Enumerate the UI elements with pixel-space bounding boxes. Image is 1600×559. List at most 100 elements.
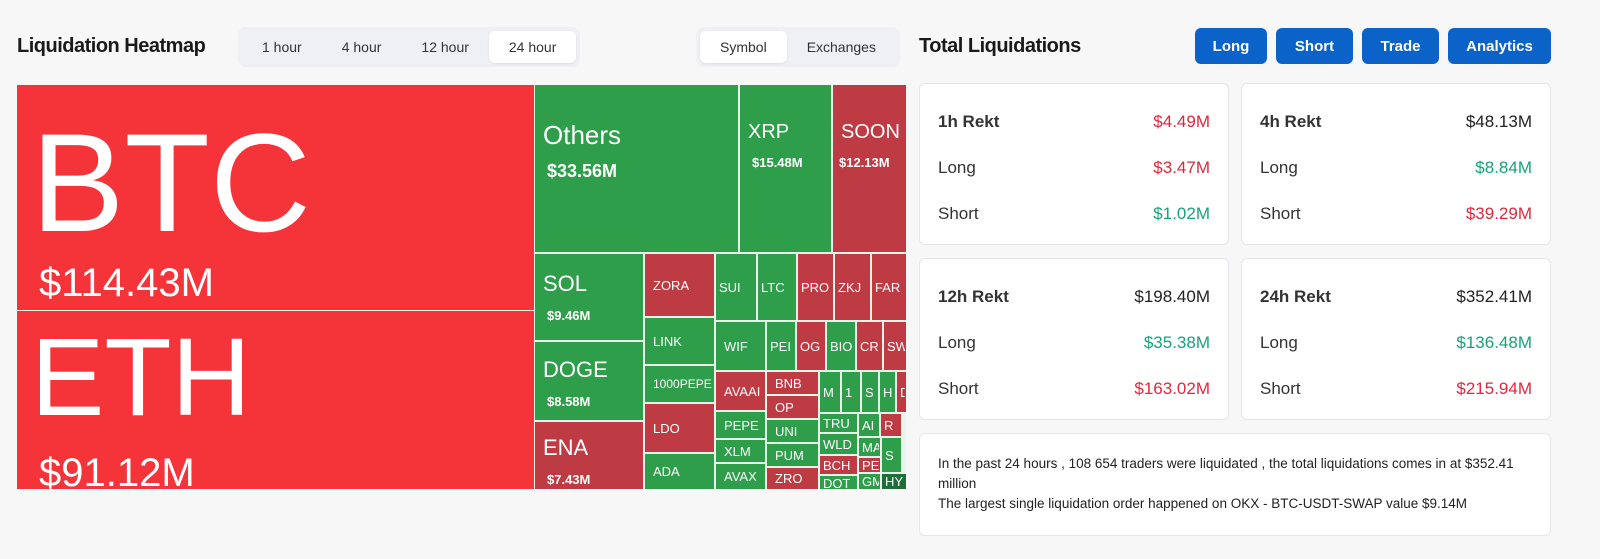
heatmap-tile-mag[interactable]: MAG (859, 438, 880, 456)
heatmap-tile-pum[interactable]: PUM (767, 444, 818, 466)
tile-symbol: ZORA (653, 279, 690, 292)
heatmap-tile-sui[interactable]: SUI (716, 254, 756, 320)
tab-1-hour[interactable]: 1 hour (262, 39, 302, 55)
heatmap-tile-cr[interactable]: CR (857, 322, 882, 370)
tile-symbol: OG (800, 340, 821, 353)
tile-symbol: AVAAI (724, 385, 761, 398)
row-value: $8.84M (1475, 158, 1532, 177)
tile-symbol: OP (775, 401, 794, 414)
heatmap-tile-ltc[interactable]: LTC (758, 254, 796, 320)
tile-symbol: SUI (719, 281, 741, 294)
tile-symbol: ADA (653, 465, 680, 478)
heatmap-tile-uni[interactable]: UNI (767, 420, 818, 442)
tile-symbol: ZKJ (838, 281, 862, 294)
heatmap-tile-xlm[interactable]: XLM (716, 440, 765, 462)
tile-symbol: BTC (31, 113, 311, 253)
heatmap-tile-s[interactable]: S (862, 372, 878, 412)
tab-4-hour[interactable]: 4 hour (341, 39, 382, 55)
heatmap-tile-far[interactable]: FAR (872, 254, 906, 320)
heatmap-tile-tru[interactable]: TRU (820, 414, 857, 432)
long-button[interactable]: Long (1195, 28, 1267, 64)
heatmap-tile-pen[interactable]: PEN (859, 458, 880, 472)
heatmap-tile-eth[interactable]: ETH $91.12M (17, 311, 534, 489)
tile-symbol: S (885, 449, 894, 462)
heatmap-tile-btc[interactable]: BTC $114.43M (17, 85, 534, 310)
tile-symbol: FAR (875, 281, 901, 294)
tile-symbol: R (884, 419, 894, 432)
trade-button[interactable]: Trade (1362, 28, 1439, 64)
short-button[interactable]: Short (1276, 28, 1353, 64)
total-liquidations-title: Total Liquidations (919, 35, 1081, 57)
heatmap-tile-bio[interactable]: BIO (827, 322, 855, 370)
tile-symbol: WIF (724, 340, 748, 353)
heatmap-tile-ena[interactable]: ENA $7.43M (535, 422, 643, 489)
heatmap-tile-doge[interactable]: DOGE $8.58M (535, 342, 643, 420)
rekt-card-1h: 1h Rekt $4.49M Long $3.47M Short $1.02M (919, 83, 1229, 245)
heatmap-tile-pro[interactable]: PRO (798, 254, 833, 320)
heatmap-tile-pepe[interactable]: PEPE (716, 412, 765, 438)
heatmap-tile-xrp[interactable]: XRP $15.48M (740, 85, 831, 252)
heatmap-tile-h[interactable]: H (880, 372, 895, 412)
heatmap-tile-gmx[interactable]: GMX (859, 474, 880, 489)
heatmap-tile-ai[interactable]: AI (859, 414, 879, 436)
row-label: Long (938, 158, 976, 177)
tile-symbol: AVAX (724, 470, 757, 483)
heatmap-tile-m[interactable]: M (820, 372, 840, 412)
heatmap-tile-r[interactable]: R (881, 414, 901, 436)
row-value: $39.29M (1465, 204, 1532, 223)
heatmap-tile-pei[interactable]: PEI (767, 322, 795, 370)
tab-symbol[interactable]: Symbol (700, 31, 787, 63)
row-label: Long (1260, 333, 1298, 352)
row-label: 1h Rekt (938, 112, 1000, 131)
heatmap-tile-op[interactable]: OP (767, 396, 818, 418)
heatmap-tile-wld[interactable]: WLD (820, 434, 857, 454)
heatmap-tile-s[interactable]: S (882, 438, 901, 472)
tile-value: $15.48M (752, 156, 803, 170)
heatmap-tile-sol[interactable]: SOL $9.46M (535, 254, 643, 340)
tile-value: $7.43M (547, 473, 591, 487)
heatmap-tile-soon[interactable]: SOON $12.13M (833, 85, 906, 252)
heatmap-tile-hy[interactable]: HY (882, 474, 906, 489)
tile-symbol: PEI (770, 340, 791, 353)
heatmap-tile-bnb[interactable]: BNB (767, 372, 818, 394)
liquidation-heatmap: BTC $114.43M ETH $91.12M Others $33.56M XRP $15… (17, 85, 906, 489)
tile-symbol: HY (885, 475, 904, 488)
tile-value: $9.46M (547, 309, 591, 323)
heatmap-tile-wif[interactable]: WIF (716, 322, 765, 370)
heatmap-tile-avax[interactable]: AVAX (716, 464, 765, 489)
tile-value: $114.43M (39, 261, 214, 305)
heatmap-tile-bch[interactable]: BCH (820, 456, 857, 474)
tab-12-hour[interactable]: 12 hour (421, 39, 469, 55)
heatmap-tile-1000pepe[interactable]: 1000PEPE (645, 366, 714, 402)
rekt-row: Long $136.48M (1260, 333, 1532, 353)
heatmap-tile-d[interactable]: D (897, 372, 906, 412)
analytics-button[interactable]: Analytics (1448, 28, 1551, 64)
heatmap-tile-others[interactable]: Others $33.56M (535, 85, 738, 252)
tile-symbol: PRO (801, 281, 830, 294)
tile-value: $91.12M (39, 451, 195, 489)
heatmap-tile-avaai[interactable]: AVAAI (716, 372, 765, 410)
heatmap-tile-zkj[interactable]: ZKJ (835, 254, 870, 320)
heatmap-tile-dot[interactable]: DOT (820, 476, 857, 489)
row-label: Long (1260, 158, 1298, 177)
row-value: $215.94M (1456, 379, 1532, 398)
rekt-row: Short $39.29M (1260, 204, 1532, 224)
heatmap-tile-1[interactable]: 1 (842, 372, 860, 412)
rekt-row: 4h Rekt $48.13M (1260, 112, 1532, 132)
rekt-row: Long $8.84M (1260, 158, 1532, 178)
tile-symbol: LDO (653, 422, 680, 435)
heatmap-tile-link[interactable]: LINK (645, 318, 714, 364)
heatmap-tile-sw[interactable]: SW (884, 322, 906, 370)
row-value: $352.41M (1456, 287, 1532, 306)
tab-24-hour[interactable]: 24 hour (488, 31, 577, 63)
heatmap-tile-ldo[interactable]: LDO (645, 404, 714, 452)
heatmap-tile-ada[interactable]: ADA (645, 454, 714, 489)
tile-symbol: DOGE (543, 359, 608, 381)
heatmap-tile-og[interactable]: OG (797, 322, 825, 370)
tile-symbol: XLM (724, 445, 751, 458)
row-value: $1.02M (1153, 204, 1210, 223)
heatmap-tile-zora[interactable]: ZORA (645, 254, 714, 316)
rekt-card-12h: 12h Rekt $198.40M Long $35.38M Short $163.02M (919, 258, 1229, 420)
tab-exchanges[interactable]: Exchanges (806, 39, 876, 55)
heatmap-tile-zro[interactable]: ZRO (767, 468, 818, 489)
